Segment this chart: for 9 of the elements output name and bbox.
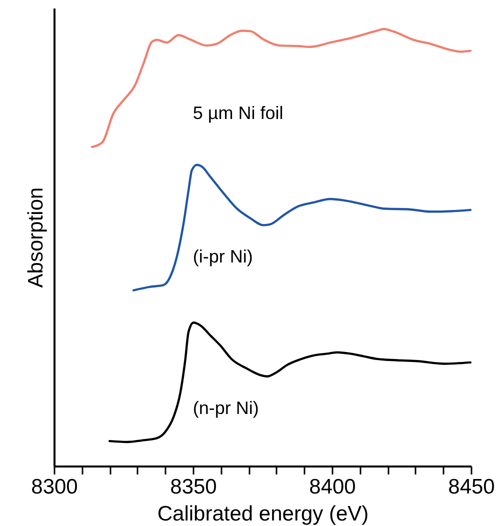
x-tick-label: 8300 bbox=[31, 476, 78, 498]
x-tick-label: 8400 bbox=[309, 476, 356, 498]
x-axis-title: Calibrated energy (eV) bbox=[157, 502, 369, 526]
annotation: (n-pr Ni) bbox=[192, 398, 259, 418]
y-axis-title: Absorption bbox=[24, 187, 48, 288]
annotation: 5 µm Ni foil bbox=[192, 103, 284, 124]
x-tick-label: 8350 bbox=[170, 476, 217, 498]
annotation: (i-pr Ni) bbox=[192, 246, 253, 267]
x-tick-label: 8450 bbox=[448, 476, 495, 498]
